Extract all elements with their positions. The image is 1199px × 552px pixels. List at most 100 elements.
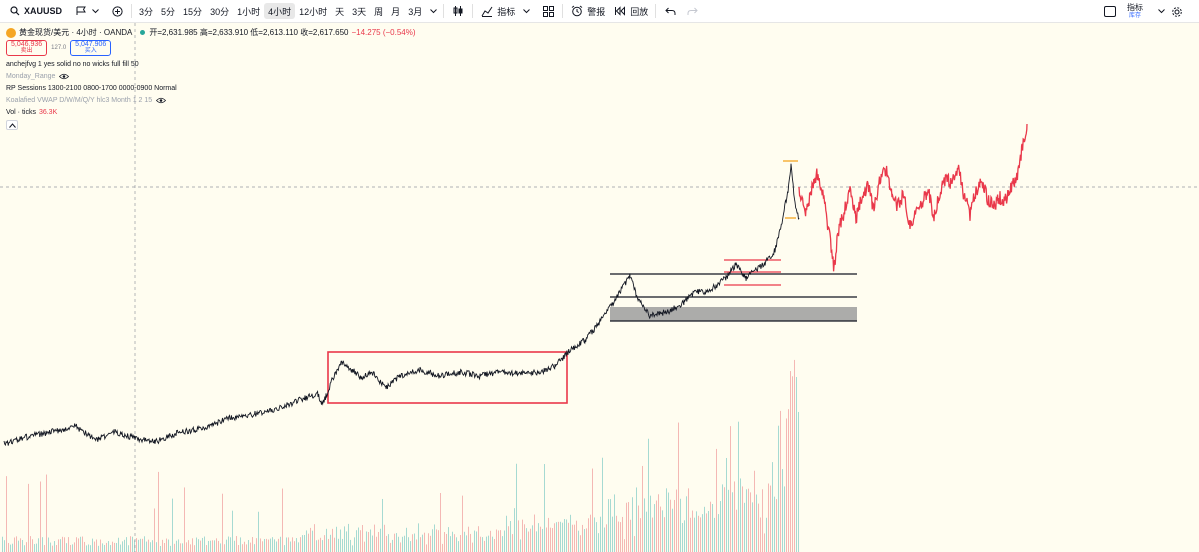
interval-button[interactable]: 3月 xyxy=(408,6,423,17)
index-dropdown[interactable] xyxy=(1154,0,1168,23)
volume-bar xyxy=(708,510,709,552)
indicator-row[interactable]: RP Sessions 1300-2100 0800-1700 0000-090… xyxy=(6,83,416,93)
volume-bar xyxy=(448,527,449,552)
redo-button[interactable] xyxy=(681,0,703,23)
volume-bar xyxy=(252,537,253,552)
flag-selector[interactable] xyxy=(70,0,106,23)
volume-bar xyxy=(728,489,729,552)
add-symbol-button[interactable] xyxy=(106,0,128,23)
interval-button[interactable]: 天 xyxy=(335,6,345,17)
interval-button[interactable]: 1小时 xyxy=(237,6,261,17)
divider xyxy=(131,4,133,18)
interval-list: 3分 5分 15分 30分 1小时 4小时 12小时天 3天周月 3月 xyxy=(135,0,426,23)
chart-type-button[interactable] xyxy=(447,0,469,23)
compare-button[interactable] xyxy=(1104,0,1116,23)
volume-bar xyxy=(764,533,765,552)
volume-bar xyxy=(652,517,653,552)
volume-bar xyxy=(116,543,117,552)
eye-icon[interactable] xyxy=(59,73,70,80)
volume-bar xyxy=(462,495,463,552)
volume-bar xyxy=(268,539,269,552)
volume-bar xyxy=(606,524,607,552)
volume-indicator[interactable]: Vol · ticks 36.3K xyxy=(6,107,416,117)
volume-bar xyxy=(752,502,753,552)
replay-label: 回放 xyxy=(630,6,649,17)
alert-label: 警报 xyxy=(587,6,606,17)
volume-bar xyxy=(346,531,347,552)
indicator-row[interactable]: Monday_Range xyxy=(6,71,416,81)
volume-bar xyxy=(36,543,37,552)
chart-area[interactable] xyxy=(0,23,1199,552)
volume-bar xyxy=(798,411,799,552)
volume-bar xyxy=(352,545,353,552)
layouts-button[interactable] xyxy=(537,0,559,23)
volume-bar xyxy=(460,535,461,552)
volume-bar xyxy=(762,489,763,552)
volume-bar xyxy=(560,521,561,552)
volume-bar xyxy=(792,376,793,552)
sell-button[interactable]: 5,046.936 卖出 xyxy=(6,39,48,56)
volume-bar xyxy=(364,541,365,552)
chevron-down-icon[interactable] xyxy=(426,4,440,18)
volume-bar xyxy=(324,535,325,552)
volume-bar xyxy=(702,514,703,552)
interval-button[interactable]: 3分 xyxy=(139,6,154,17)
volume-bar xyxy=(468,526,469,552)
interval-button[interactable]: 12小时 xyxy=(299,6,328,17)
volume-bar xyxy=(684,520,685,552)
volume-bar xyxy=(496,529,497,552)
volume-bar xyxy=(344,526,345,552)
index-button[interactable]: 指标 库存 xyxy=(1127,0,1143,23)
volume-bar xyxy=(178,539,179,552)
settings-button[interactable] xyxy=(1170,0,1184,23)
volume-bar xyxy=(152,540,153,552)
volume-bar xyxy=(88,544,89,552)
volume-bar xyxy=(516,463,517,552)
volume-bar xyxy=(338,538,339,552)
indicator-row[interactable]: anchejfvg 1 yes solid no no wicks full f… xyxy=(6,59,416,69)
volume-bar xyxy=(454,534,455,552)
indicator-row[interactable]: Koalafied VWAP D/W/M/Q/Y hlc3 Month 1 2 … xyxy=(6,95,416,105)
volume-bar xyxy=(554,523,555,552)
volume-bar xyxy=(426,544,427,552)
interval-button[interactable]: 月 xyxy=(391,6,401,17)
volume-bar xyxy=(502,536,503,552)
volume-bar xyxy=(568,522,569,552)
volume-bar xyxy=(90,545,91,552)
volume-bar xyxy=(464,531,465,552)
volume-bar xyxy=(746,489,747,552)
eye-icon[interactable] xyxy=(156,97,167,104)
symbol-label: XAUUSD xyxy=(24,6,63,16)
volume-bar xyxy=(122,541,123,552)
volume-bar xyxy=(576,520,577,552)
legend-title[interactable]: 黄金现货/美元 · 4小时 · OANDA xyxy=(19,28,133,37)
volume-bar xyxy=(124,539,125,552)
volume-bar xyxy=(644,498,645,552)
volume-bar xyxy=(310,527,311,552)
volume-bar xyxy=(508,526,509,552)
undo-button[interactable] xyxy=(659,0,681,23)
volume-bar xyxy=(314,524,315,552)
price-chart[interactable] xyxy=(0,23,1199,552)
interval-button[interactable]: 15分 xyxy=(183,6,203,17)
interval-button[interactable]: 4小时 xyxy=(264,3,296,19)
volume-bar xyxy=(224,544,225,552)
volume-bar xyxy=(602,457,603,552)
interval-button[interactable]: 3天 xyxy=(352,6,367,17)
interval-button[interactable]: 周 xyxy=(374,6,384,17)
alert-button[interactable]: 警报 xyxy=(566,0,609,23)
volume-bar xyxy=(678,422,679,552)
buy-button[interactable]: 5,047.906 买入 xyxy=(70,39,112,56)
volume-bar xyxy=(108,541,109,552)
chevron-down-icon xyxy=(88,4,102,18)
indicators-button[interactable]: 指标 xyxy=(476,0,537,23)
interval-button[interactable]: 30分 xyxy=(210,6,230,17)
volume-bar xyxy=(330,534,331,552)
volume-bar xyxy=(190,544,191,552)
replay-button[interactable]: 回放 xyxy=(609,0,652,23)
symbol-search-button[interactable]: XAUUSD xyxy=(4,0,70,23)
collapse-legend-button[interactable] xyxy=(6,120,18,130)
interval-button[interactable]: 5分 xyxy=(161,6,176,17)
volume-bar xyxy=(420,537,421,552)
volume-bar xyxy=(424,532,425,552)
